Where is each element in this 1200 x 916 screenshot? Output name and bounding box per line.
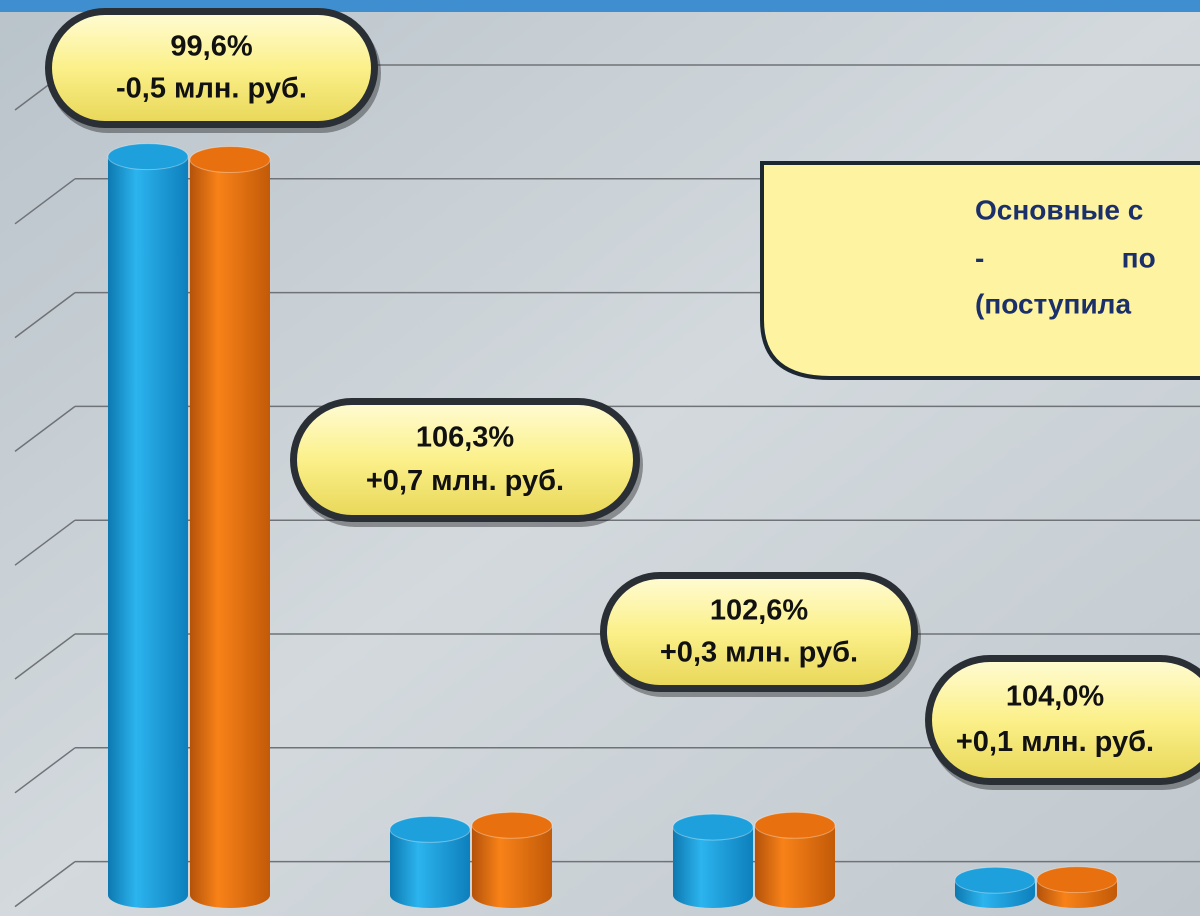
callout bbox=[52, 15, 371, 121]
bar-body bbox=[108, 156, 188, 895]
data-label: 104,0% bbox=[1006, 681, 1105, 713]
bar-top bbox=[471, 811, 553, 839]
bar bbox=[1036, 866, 1118, 908]
bar-top bbox=[1036, 866, 1118, 894]
grid-line bbox=[14, 860, 76, 908]
data-label: +0,7 млн. руб. bbox=[366, 465, 564, 497]
bar bbox=[389, 815, 471, 908]
bar-top bbox=[107, 143, 189, 171]
bar bbox=[954, 866, 1036, 908]
grid-line bbox=[14, 405, 76, 452]
grid-line bbox=[14, 178, 76, 225]
callout bbox=[297, 405, 633, 515]
bar bbox=[471, 811, 553, 908]
data-label: 102,6% bbox=[710, 594, 809, 626]
grid-line bbox=[14, 747, 76, 794]
bar bbox=[754, 811, 836, 908]
bar-top bbox=[672, 813, 754, 841]
callouts: 99,6% -0,5 млн. руб. 106,3% +0,7 млн. руб. 1… bbox=[45, 8, 1200, 790]
data-label: 99,6% bbox=[170, 30, 252, 62]
grid-line bbox=[14, 519, 76, 566]
bar bbox=[107, 143, 189, 908]
data-label: 106,3% bbox=[416, 422, 515, 454]
data-label: +0,3 млн. руб. bbox=[660, 636, 858, 668]
callout bbox=[607, 579, 911, 685]
bar-top bbox=[389, 815, 471, 843]
bar-top bbox=[189, 146, 271, 174]
note-line: Основные с bbox=[975, 194, 1143, 225]
bar-top bbox=[754, 811, 836, 839]
note-box: Основные с - по т (поступила bbox=[760, 161, 1200, 380]
note-line: - по т bbox=[975, 242, 1200, 273]
note-line: (поступила bbox=[975, 288, 1131, 319]
callout bbox=[932, 662, 1200, 778]
grid-line bbox=[14, 633, 76, 680]
bars bbox=[107, 143, 1118, 908]
bar-body bbox=[190, 159, 270, 895]
data-label: +0,1 млн. руб. bbox=[956, 726, 1154, 758]
bar-top bbox=[954, 866, 1036, 894]
grid-line bbox=[14, 292, 76, 339]
data-label: -0,5 млн. руб. bbox=[116, 72, 307, 104]
bar bbox=[189, 146, 271, 908]
bar bbox=[672, 813, 754, 908]
